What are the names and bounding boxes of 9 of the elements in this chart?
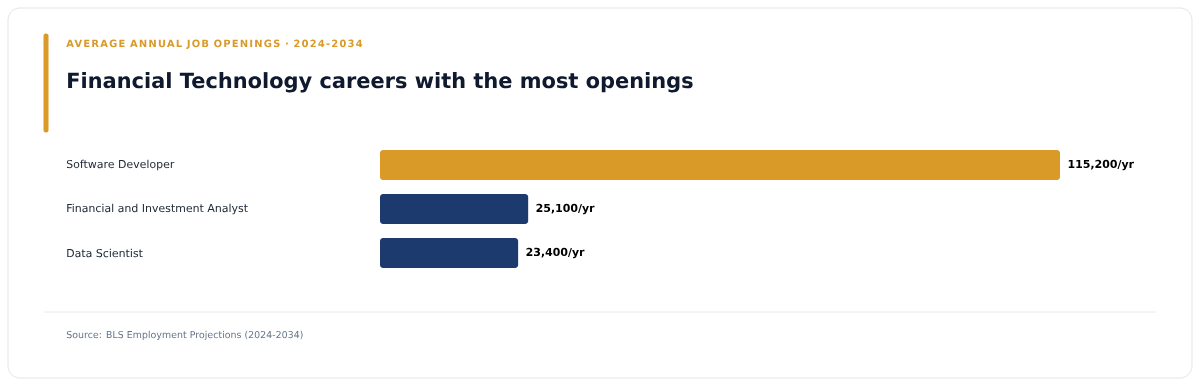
y-tick-label: Software Developer bbox=[66, 159, 175, 171]
chart-title: Financial Technology careers with the most openings bbox=[68, 72, 693, 93]
y-tick-label: Data Scientist bbox=[67, 248, 143, 258]
data-label: 115,200/yr bbox=[1068, 159, 1134, 171]
data-label: 23,400/yr bbox=[526, 247, 585, 259]
text: AVERAGE ANNUAL JOB OPENINGS · 2024-2034 bbox=[66, 39, 363, 49]
y-tick-label: Financial and Investment Analyst bbox=[67, 203, 248, 215]
data-label: 25,100/yr bbox=[536, 203, 595, 215]
source-note: Source: BLS Employment Projections (2024-2034) bbox=[66, 330, 303, 340]
